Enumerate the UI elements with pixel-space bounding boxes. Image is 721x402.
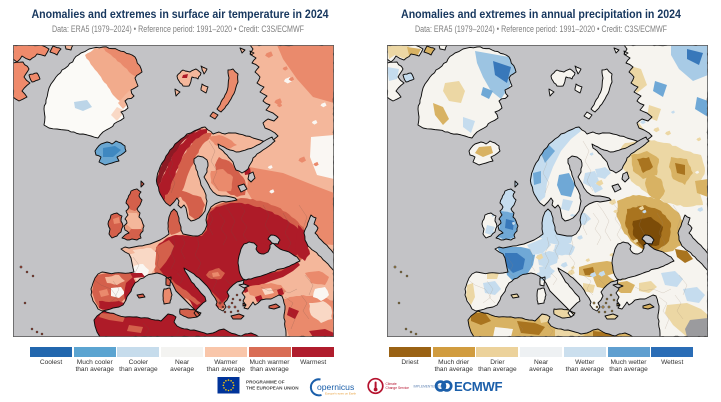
svg-text:opernicus: opernicus — [317, 382, 354, 392]
svg-text:ECMWF: ECMWF — [454, 379, 503, 394]
svg-text:THE EUROPEAN UNION: THE EUROPEAN UNION — [246, 386, 299, 391]
svg-text:Climate: Climate — [386, 382, 397, 386]
svg-text:IMPLEMENTED BY: IMPLEMENTED BY — [414, 385, 443, 389]
svg-text:Europe's eyes on Earth: Europe's eyes on Earth — [325, 392, 356, 396]
svg-text:Change Service: Change Service — [386, 386, 410, 390]
svg-text:PROGRAMME OF: PROGRAMME OF — [246, 380, 285, 385]
